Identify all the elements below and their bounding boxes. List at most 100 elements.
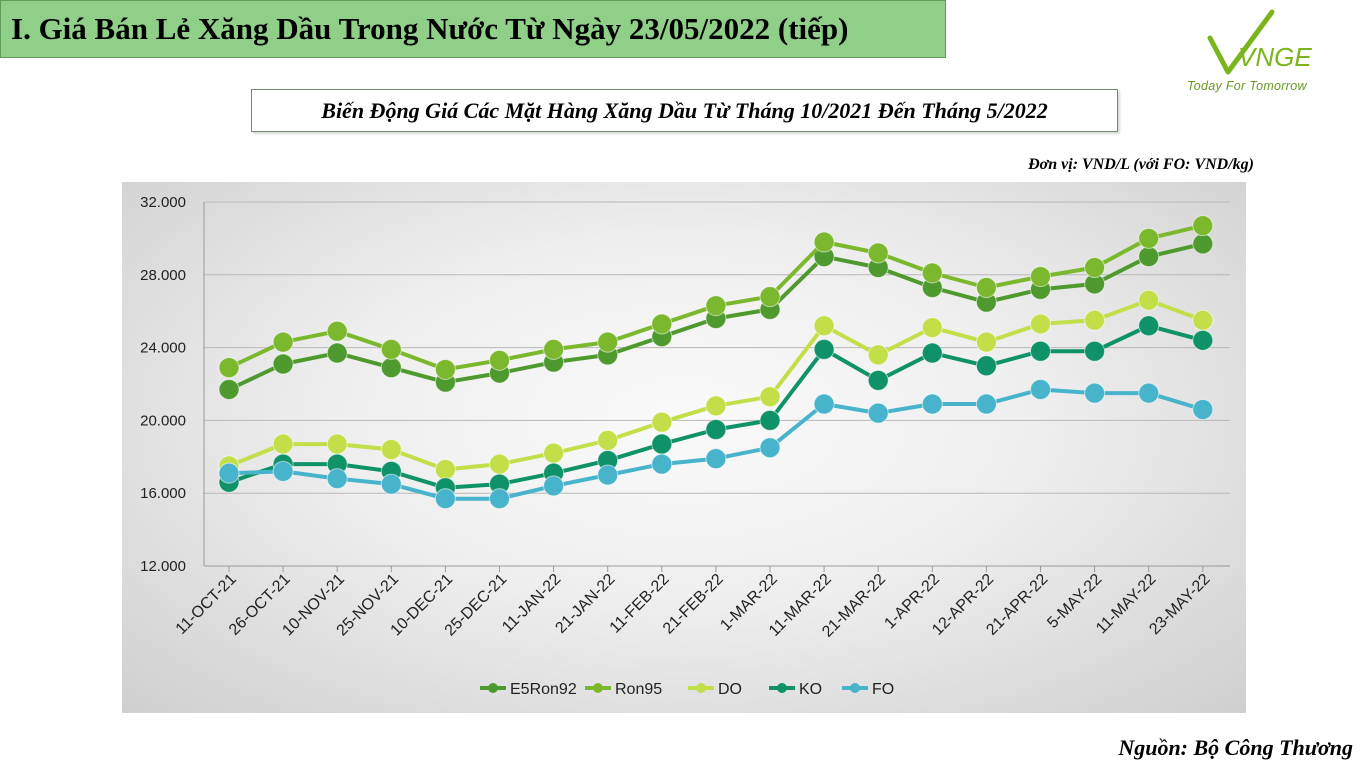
data-point-do bbox=[1192, 309, 1214, 331]
data-point-ko bbox=[1084, 340, 1106, 362]
data-point-fo bbox=[759, 437, 781, 459]
data-point-fo bbox=[813, 393, 835, 415]
data-point-e5ron92 bbox=[380, 357, 402, 379]
vnge-logo: VNGE bbox=[1207, 9, 1312, 75]
data-point-ron95 bbox=[1030, 266, 1051, 288]
data-point-e5ron92 bbox=[272, 353, 294, 375]
data-point-do bbox=[543, 442, 565, 464]
data-point-do bbox=[1084, 309, 1106, 331]
data-point-ron95 bbox=[759, 286, 781, 308]
data-point-fo bbox=[272, 460, 294, 482]
data-point-fo bbox=[597, 464, 619, 486]
legend-label-ko: KO bbox=[799, 681, 822, 698]
data-point-ron95 bbox=[597, 331, 619, 353]
data-point-ron95 bbox=[272, 331, 294, 353]
data-point-fo bbox=[326, 468, 348, 490]
data-point-do bbox=[651, 411, 673, 433]
data-point-fo bbox=[1084, 382, 1106, 404]
data-point-do bbox=[1030, 313, 1051, 335]
data-point-ko bbox=[867, 369, 889, 391]
unit-note: Đơn vị: VND/L (với FO: VND/kg) bbox=[1028, 156, 1254, 173]
header-banner: I. Giá Bán Lẻ Xăng Dầu Trong Nước Từ Ngà… bbox=[0, 0, 946, 58]
data-point-e5ron92 bbox=[218, 378, 240, 400]
chart-title-box: Biến Động Giá Các Mặt Hàng Xăng Dầu Từ T… bbox=[251, 89, 1118, 132]
y-tick-label: 12.000 bbox=[140, 558, 186, 575]
logo-brand-text: VNGE bbox=[1238, 42, 1312, 72]
data-point-fo bbox=[218, 462, 240, 484]
data-point-do bbox=[489, 453, 510, 475]
data-point-ron95 bbox=[543, 338, 565, 360]
data-point-ron95 bbox=[651, 313, 673, 335]
data-point-ko bbox=[921, 342, 943, 364]
data-point-ron95 bbox=[921, 262, 943, 284]
legend-marker-e5ron92 bbox=[488, 683, 498, 693]
chart-title: Biến Động Giá Các Mặt Hàng Xăng Dầu Từ T… bbox=[321, 97, 1048, 123]
data-point-fo bbox=[651, 453, 673, 475]
legend-label-do: DO bbox=[718, 681, 742, 698]
data-point-ko bbox=[759, 409, 781, 431]
data-point-do bbox=[705, 395, 727, 417]
data-point-ron95 bbox=[1084, 257, 1106, 279]
data-point-e5ron92 bbox=[1138, 246, 1160, 268]
data-point-ron95 bbox=[867, 242, 889, 264]
data-point-ko bbox=[1138, 315, 1160, 337]
data-point-ron95 bbox=[434, 358, 456, 380]
legend-marker-ron95 bbox=[593, 683, 603, 693]
data-point-ko bbox=[1192, 329, 1214, 351]
data-point-ko bbox=[705, 419, 727, 440]
data-point-ron95 bbox=[705, 295, 727, 317]
line-chart: 12.00016.00020.00024.00028.00032.00011-O… bbox=[140, 194, 1230, 698]
data-point-ron95 bbox=[489, 349, 510, 371]
legend-label-e5ron92: E5Ron92 bbox=[510, 681, 577, 698]
legend-label-fo: FO bbox=[872, 681, 894, 698]
data-point-e5ron92 bbox=[1192, 233, 1214, 255]
data-point-ron95 bbox=[813, 231, 835, 253]
data-point-fo bbox=[1030, 378, 1051, 400]
data-point-do bbox=[326, 433, 348, 455]
legend-marker-fo bbox=[850, 683, 860, 693]
legend-marker-ko bbox=[777, 683, 787, 693]
data-point-ko bbox=[1030, 340, 1051, 362]
data-point-fo bbox=[1192, 398, 1214, 420]
data-point-ron95 bbox=[1192, 215, 1214, 237]
data-point-fo bbox=[705, 448, 727, 470]
data-point-do bbox=[975, 331, 997, 353]
data-point-fo bbox=[434, 488, 456, 510]
data-point-ko bbox=[651, 433, 673, 455]
page-title: I. Giá Bán Lẻ Xăng Dầu Trong Nước Từ Ngà… bbox=[11, 11, 849, 46]
data-point-do bbox=[380, 439, 402, 461]
data-point-fo bbox=[921, 393, 943, 415]
y-tick-label: 28.000 bbox=[140, 267, 186, 284]
data-point-do bbox=[1138, 289, 1160, 311]
logo-tagline: Today For Tomorrow bbox=[1187, 79, 1307, 93]
legend-label-ron95: Ron95 bbox=[615, 681, 662, 698]
data-point-do bbox=[272, 433, 294, 455]
data-point-do bbox=[434, 459, 456, 481]
data-point-fo bbox=[867, 402, 889, 424]
legend-marker-do bbox=[696, 683, 706, 693]
y-tick-label: 24.000 bbox=[140, 340, 186, 357]
data-point-do bbox=[597, 429, 619, 451]
y-tick-label: 32.000 bbox=[140, 194, 186, 211]
data-point-fo bbox=[489, 488, 510, 510]
data-point-ron95 bbox=[218, 357, 240, 379]
data-point-fo bbox=[543, 475, 565, 497]
data-point-ron95 bbox=[326, 320, 348, 342]
data-point-ko bbox=[975, 355, 997, 377]
chart-panel: 12.000 16.000 20.000 24.000 28.000 32.000 11-O… bbox=[122, 182, 1246, 713]
y-tick-label: 20.000 bbox=[140, 412, 186, 429]
data-point-e5ron92 bbox=[326, 342, 348, 364]
data-point-ron95 bbox=[975, 277, 997, 299]
data-point-ko bbox=[813, 338, 835, 360]
data-point-ron95 bbox=[1138, 227, 1160, 249]
source-note: Nguồn: Bộ Công Thương bbox=[1118, 735, 1353, 760]
data-point-ron95 bbox=[380, 338, 402, 360]
data-point-do bbox=[867, 344, 889, 366]
data-point-fo bbox=[1138, 382, 1160, 404]
data-point-fo bbox=[380, 473, 402, 495]
data-point-fo bbox=[975, 393, 997, 415]
data-point-do bbox=[813, 315, 835, 337]
data-point-do bbox=[759, 386, 781, 408]
y-tick-label: 16.000 bbox=[140, 485, 186, 502]
data-point-do bbox=[921, 317, 943, 339]
